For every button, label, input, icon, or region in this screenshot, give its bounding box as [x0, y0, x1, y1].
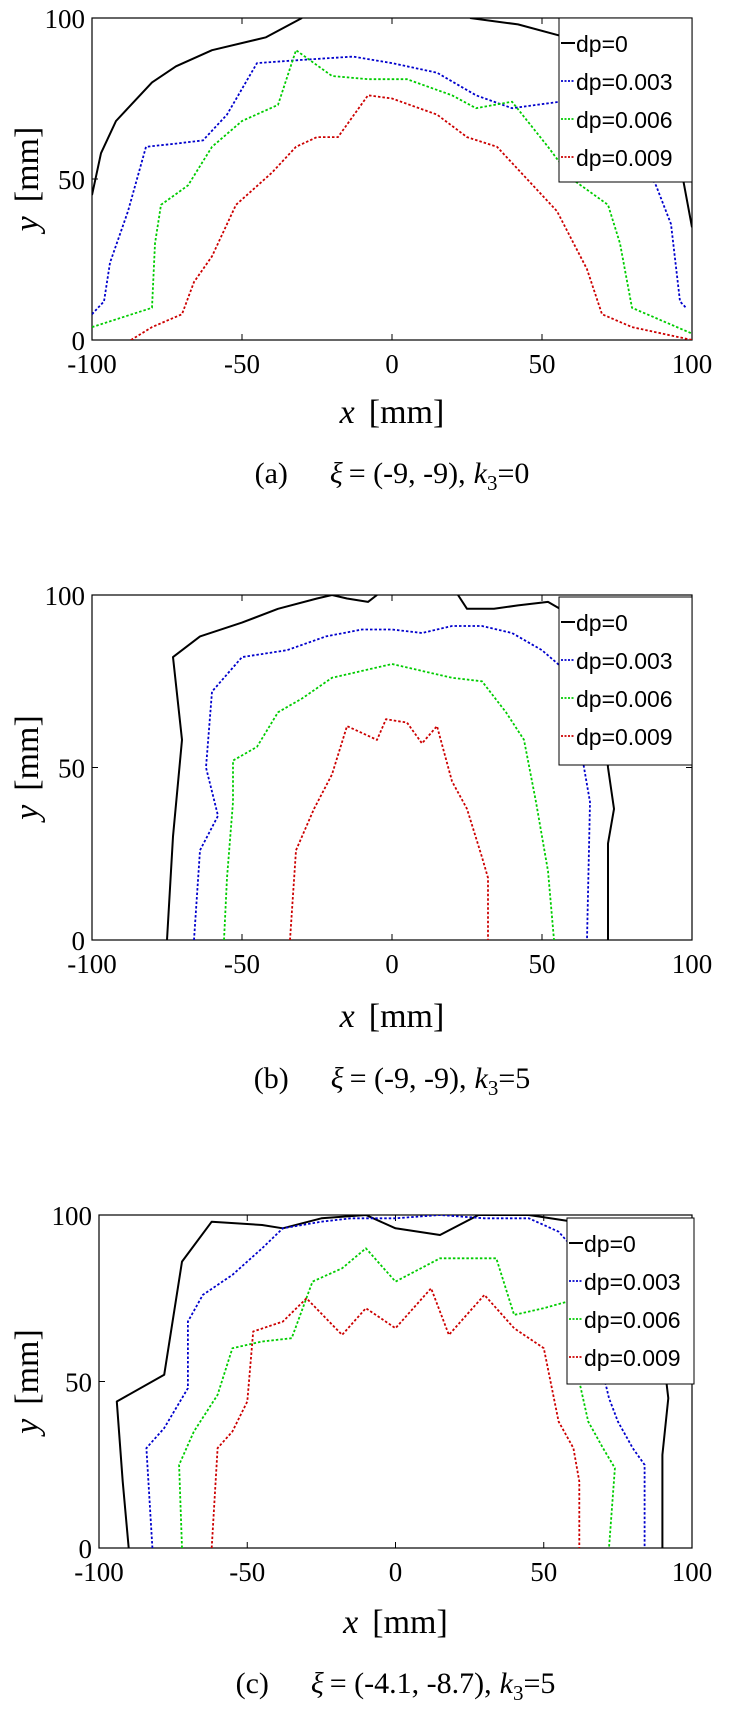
caption-label: (c)	[236, 1667, 269, 1700]
legend-label: dp=0	[576, 31, 628, 57]
x-axis-label: x [mm]	[339, 998, 445, 1035]
legend-label: dp=0.006	[576, 107, 673, 133]
x-tick-label: 50	[530, 1557, 557, 1587]
x-tick-label: 0	[385, 949, 399, 979]
chart-panel-a: -100 -50 0 50 100050100dp=0dp=0.003dp=0.006d…	[9, 4, 712, 495]
x-tick-label: -50	[224, 349, 260, 379]
legend: dp=0 dp=0.003 dp=0.006 dp=0.009	[558, 596, 693, 766]
x-axis-var: x	[342, 1604, 358, 1641]
legend-label: dp=0.006	[584, 1307, 681, 1333]
x-axis-label: x [mm]	[342, 1604, 448, 1641]
caption-xi-value: = (-9, -9),	[349, 457, 466, 490]
caption-xi: ξ	[311, 1667, 324, 1700]
legend-box	[566, 1217, 695, 1385]
legend-label: dp=0.009	[576, 724, 673, 750]
y-axis-label: y [mm]	[9, 127, 46, 235]
series-line	[130, 94, 692, 340]
caption-k-value: =5	[498, 1062, 530, 1095]
panel-caption: (a) ξ = (-9, -9), k3=0	[255, 457, 530, 495]
y-axis-label: y [mm]	[9, 1329, 46, 1437]
series-line	[166, 595, 378, 940]
caption-k: k	[500, 1667, 514, 1700]
caption-k: k	[474, 1062, 488, 1095]
chart-panel-c: -100 -50 0 50 100050100dp=0dp=0.003dp=0.006d…	[9, 1201, 712, 1705]
y-tick-label: 100	[52, 1201, 93, 1231]
x-tick-label: -100	[74, 1557, 124, 1587]
panel-caption: (b) ξ = (-9, -9), k3=5	[254, 1062, 530, 1100]
x-axis-label: x [mm]	[339, 394, 445, 431]
panel-caption: (c) ξ = (-4.1, -8.7), k3=5	[236, 1667, 556, 1705]
y-tick-label: 50	[65, 1368, 92, 1398]
y-axis-unit: [mm]	[9, 127, 46, 203]
x-axis-unit: [mm]	[372, 1604, 448, 1641]
caption-k-sub: 3	[487, 471, 498, 495]
y-tick-label: 50	[58, 754, 85, 784]
series-line	[210, 1287, 581, 1548]
x-tick-label: -50	[224, 949, 260, 979]
caption-xi-value: = (-4.1, -8.7),	[330, 1667, 492, 1700]
legend-box	[558, 596, 693, 766]
legend: dp=0 dp=0.003 dp=0.006 dp=0.009	[566, 1217, 695, 1385]
caption-k-sub: 3	[513, 1681, 524, 1705]
x-tick-label: 0	[389, 1557, 403, 1587]
series-line	[145, 1215, 646, 1548]
chart-panel-b: -100 -50 0 50 100050100dp=0dp=0.003dp=0.006d…	[9, 581, 712, 1100]
x-tick-label: -100	[67, 949, 117, 979]
legend-label: dp=0	[584, 1231, 636, 1257]
series-line	[223, 663, 555, 940]
caption-k-value: =0	[497, 457, 529, 490]
y-tick-label: 0	[79, 1534, 93, 1564]
y-axis-unit: [mm]	[9, 715, 46, 791]
legend-label: dp=0.003	[584, 1269, 681, 1295]
x-axis-unit: [mm]	[369, 998, 445, 1035]
y-axis-var: y	[9, 215, 46, 234]
caption-label: (b)	[254, 1062, 289, 1095]
caption-xi-value: = (-9, -9),	[350, 1062, 467, 1095]
x-tick-label: 0	[385, 349, 399, 379]
y-axis-label: y [mm]	[9, 715, 46, 823]
legend: dp=0 dp=0.003 dp=0.006 dp=0.009	[558, 17, 693, 183]
caption-label: (a)	[255, 457, 288, 490]
x-tick-label: 50	[529, 949, 556, 979]
x-axis-var: x	[339, 998, 355, 1035]
legend-label: dp=0.009	[576, 145, 673, 171]
y-axis-unit: [mm]	[9, 1329, 46, 1405]
x-tick-label: 100	[672, 1557, 713, 1587]
caption-xi: ξ	[331, 1062, 344, 1095]
series-line	[92, 18, 303, 196]
y-axis-var: y	[9, 804, 46, 823]
legend-label: dp=0.009	[584, 1345, 681, 1371]
x-axis-unit: [mm]	[369, 394, 445, 431]
caption-k: k	[474, 457, 488, 490]
legend-box	[558, 17, 693, 183]
x-tick-label: 100	[672, 949, 713, 979]
y-tick-label: 0	[72, 926, 86, 956]
legend-label: dp=0	[576, 610, 628, 636]
y-tick-label: 100	[45, 4, 86, 34]
series-line	[92, 49, 692, 335]
x-axis-var: x	[339, 394, 355, 431]
legend-label: dp=0.006	[576, 686, 673, 712]
y-tick-label: 50	[58, 165, 85, 195]
x-tick-label: -50	[229, 1557, 265, 1587]
caption-k-sub: 3	[488, 1076, 499, 1100]
y-tick-label: 0	[72, 326, 86, 356]
y-axis-var: y	[9, 1418, 46, 1437]
caption-xi: ξ	[330, 457, 343, 490]
y-tick-label: 100	[45, 581, 86, 611]
legend-label: dp=0.003	[576, 69, 673, 95]
x-tick-label: 50	[529, 349, 556, 379]
x-tick-label: -100	[67, 349, 117, 379]
series-line	[289, 718, 489, 940]
caption-k-value: =5	[523, 1667, 555, 1700]
x-tick-label: 100	[672, 349, 713, 379]
legend-label: dp=0.003	[576, 648, 673, 674]
